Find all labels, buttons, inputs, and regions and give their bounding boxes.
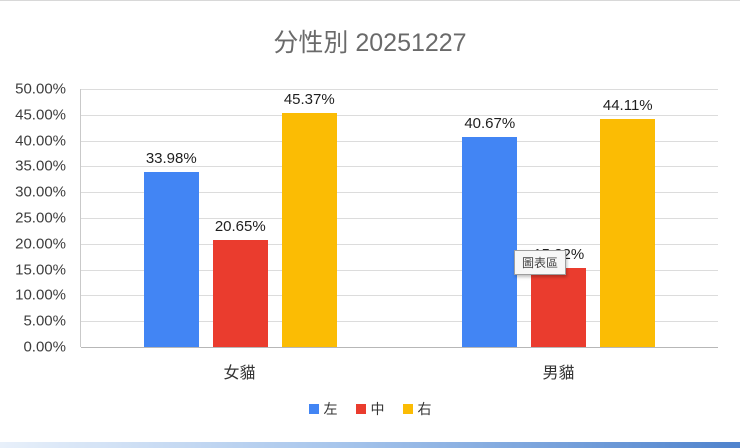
window-edge: [0, 442, 740, 448]
y-tick-label: 35.00%: [15, 157, 66, 175]
gridline: [81, 114, 718, 116]
bar-column: 44.11%: [600, 89, 656, 347]
data-label: 33.98%: [145, 149, 197, 167]
bar-中-女貓[interactable]: [212, 240, 268, 347]
plot-area[interactable]: 33.98% 20.65% 45.37% 40.67% 15.22% 44.11%: [80, 89, 718, 348]
bar-column: 20.65%: [212, 89, 268, 347]
legend-item-右[interactable]: 右: [402, 399, 432, 419]
y-tick-label: 50.00%: [15, 80, 66, 98]
bar-groups: 33.98% 20.65% 45.37% 40.67% 15.22% 44.11%: [81, 89, 718, 347]
legend: 左中右: [0, 399, 740, 419]
bar-column: 33.98%: [143, 89, 199, 347]
gridline: [81, 218, 718, 219]
category-label-女貓: 女貓: [223, 365, 256, 382]
bar-column: 15.22%: [531, 89, 587, 347]
legend-swatch: [355, 404, 366, 414]
legend-item-中[interactable]: 中: [355, 399, 385, 419]
legend-label: 中: [370, 401, 385, 417]
gridline: [81, 140, 718, 142]
bar-group-女貓: 33.98% 20.65% 45.37%: [81, 89, 400, 347]
data-label: 45.37%: [283, 90, 335, 108]
gridline: [81, 321, 718, 323]
y-axis: 50.00% 45.00% 40.00% 35.00% 30.00% 25.00% 20.0…: [0, 81, 72, 356]
data-label: 20.65%: [214, 218, 266, 236]
y-tick-label: 0.00%: [23, 338, 66, 356]
gridline: [81, 243, 718, 245]
bar-右-男貓[interactable]: [600, 119, 656, 347]
legend-label: 左: [323, 401, 338, 417]
gridline: [81, 166, 718, 168]
bar-左-男貓[interactable]: [462, 137, 518, 347]
legend-item-左[interactable]: 左: [308, 399, 338, 419]
gridline: [81, 347, 718, 348]
y-tick-label: 15.00%: [15, 261, 66, 279]
legend-swatch: [402, 404, 413, 414]
legend-label: 右: [417, 401, 432, 417]
y-tick-label: 40.00%: [15, 132, 66, 150]
gridline: [81, 89, 718, 90]
bar-column: 45.37%: [281, 89, 337, 347]
bar-column: 40.67%: [462, 89, 518, 347]
bar-中-男貓[interactable]: [531, 268, 587, 347]
y-tick-label: 20.00%: [15, 235, 66, 253]
chart-title: 分性別 20251227: [273, 29, 467, 57]
data-label: 40.67%: [464, 115, 516, 133]
bar-group-男貓: 40.67% 15.22% 44.11%: [400, 89, 719, 347]
data-label: 44.11%: [602, 97, 653, 115]
gridline: [81, 192, 718, 194]
x-axis: 女貓 男貓: [80, 359, 718, 383]
y-tick-label: 30.00%: [15, 183, 66, 201]
y-tick-label: 5.00%: [23, 312, 66, 330]
gridline: [81, 269, 718, 271]
bar-右-女貓[interactable]: [281, 112, 337, 347]
chart-area-tooltip: 圖表區: [514, 250, 567, 275]
legend-swatch: [308, 404, 319, 414]
y-tick-label: 10.00%: [15, 286, 66, 304]
gridline: [81, 295, 718, 297]
y-tick-label: 25.00%: [15, 209, 66, 227]
bar-左-女貓[interactable]: [143, 171, 199, 347]
category-label-男貓: 男貓: [542, 365, 575, 382]
y-tick-label: 45.00%: [15, 106, 66, 124]
